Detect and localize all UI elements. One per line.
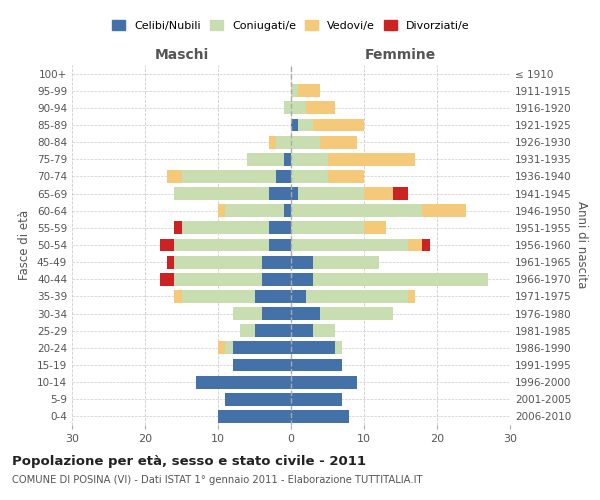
Text: Femmine: Femmine bbox=[365, 48, 436, 62]
Bar bbox=[291, 204, 422, 217]
Bar bbox=[313, 273, 488, 285]
Bar bbox=[218, 342, 226, 354]
Bar bbox=[408, 238, 422, 252]
Bar bbox=[320, 136, 356, 148]
Bar bbox=[298, 84, 320, 97]
Bar bbox=[233, 307, 262, 320]
Bar bbox=[328, 170, 364, 183]
Y-axis label: Anni di nascita: Anni di nascita bbox=[575, 202, 588, 288]
Bar bbox=[291, 358, 342, 372]
Bar bbox=[174, 222, 182, 234]
Bar bbox=[408, 290, 415, 303]
Bar bbox=[305, 102, 335, 114]
Bar bbox=[291, 170, 328, 183]
Bar bbox=[291, 307, 320, 320]
Bar bbox=[277, 136, 291, 148]
Bar bbox=[291, 324, 313, 337]
Bar bbox=[247, 153, 284, 166]
Bar bbox=[262, 273, 291, 285]
Bar bbox=[335, 342, 342, 354]
Bar bbox=[174, 273, 262, 285]
Bar bbox=[277, 170, 291, 183]
Bar bbox=[291, 84, 298, 97]
Bar bbox=[291, 410, 349, 423]
Bar bbox=[320, 307, 393, 320]
Bar bbox=[269, 187, 291, 200]
Bar bbox=[233, 358, 291, 372]
Bar bbox=[291, 393, 342, 406]
Bar bbox=[291, 102, 305, 114]
Bar bbox=[313, 118, 364, 132]
Bar bbox=[269, 136, 277, 148]
Bar bbox=[393, 187, 408, 200]
Bar bbox=[305, 290, 408, 303]
Bar bbox=[254, 290, 291, 303]
Bar bbox=[182, 170, 277, 183]
Bar bbox=[182, 290, 254, 303]
Bar bbox=[313, 324, 335, 337]
Bar bbox=[291, 153, 328, 166]
Bar bbox=[269, 238, 291, 252]
Bar bbox=[313, 256, 379, 268]
Bar bbox=[291, 256, 313, 268]
Legend: Celibi/Nubili, Coniugati/e, Vedovi/e, Divorziati/e: Celibi/Nubili, Coniugati/e, Vedovi/e, Di… bbox=[112, 20, 470, 31]
Bar bbox=[364, 222, 386, 234]
Bar bbox=[269, 222, 291, 234]
Bar bbox=[291, 118, 298, 132]
Bar bbox=[291, 136, 320, 148]
Text: Maschi: Maschi bbox=[154, 48, 209, 62]
Bar bbox=[291, 273, 313, 285]
Bar bbox=[298, 118, 313, 132]
Bar bbox=[226, 204, 284, 217]
Bar bbox=[284, 204, 291, 217]
Bar bbox=[174, 290, 182, 303]
Bar bbox=[226, 342, 233, 354]
Text: COMUNE DI POSINA (VI) - Dati ISTAT 1° gennaio 2011 - Elaborazione TUTTITALIA.IT: COMUNE DI POSINA (VI) - Dati ISTAT 1° ge… bbox=[12, 475, 422, 485]
Bar bbox=[218, 410, 291, 423]
Bar bbox=[291, 376, 356, 388]
Bar bbox=[182, 222, 269, 234]
Bar bbox=[160, 273, 174, 285]
Bar bbox=[291, 342, 335, 354]
Bar bbox=[226, 393, 291, 406]
Bar bbox=[291, 290, 305, 303]
Bar bbox=[422, 204, 466, 217]
Bar bbox=[196, 376, 291, 388]
Bar bbox=[254, 324, 291, 337]
Bar bbox=[291, 222, 364, 234]
Bar bbox=[291, 238, 408, 252]
Bar bbox=[262, 307, 291, 320]
Bar bbox=[167, 170, 182, 183]
Bar bbox=[364, 187, 393, 200]
Bar bbox=[284, 102, 291, 114]
Bar bbox=[262, 256, 291, 268]
Bar bbox=[298, 187, 364, 200]
Bar bbox=[167, 256, 174, 268]
Bar bbox=[328, 153, 415, 166]
Bar bbox=[160, 238, 174, 252]
Bar bbox=[240, 324, 254, 337]
Bar bbox=[422, 238, 430, 252]
Bar bbox=[218, 204, 226, 217]
Bar bbox=[174, 187, 269, 200]
Text: Popolazione per età, sesso e stato civile - 2011: Popolazione per età, sesso e stato civil… bbox=[12, 455, 366, 468]
Bar bbox=[174, 238, 269, 252]
Bar bbox=[174, 256, 262, 268]
Bar bbox=[233, 342, 291, 354]
Bar bbox=[291, 187, 298, 200]
Bar bbox=[284, 153, 291, 166]
Y-axis label: Fasce di età: Fasce di età bbox=[19, 210, 31, 280]
